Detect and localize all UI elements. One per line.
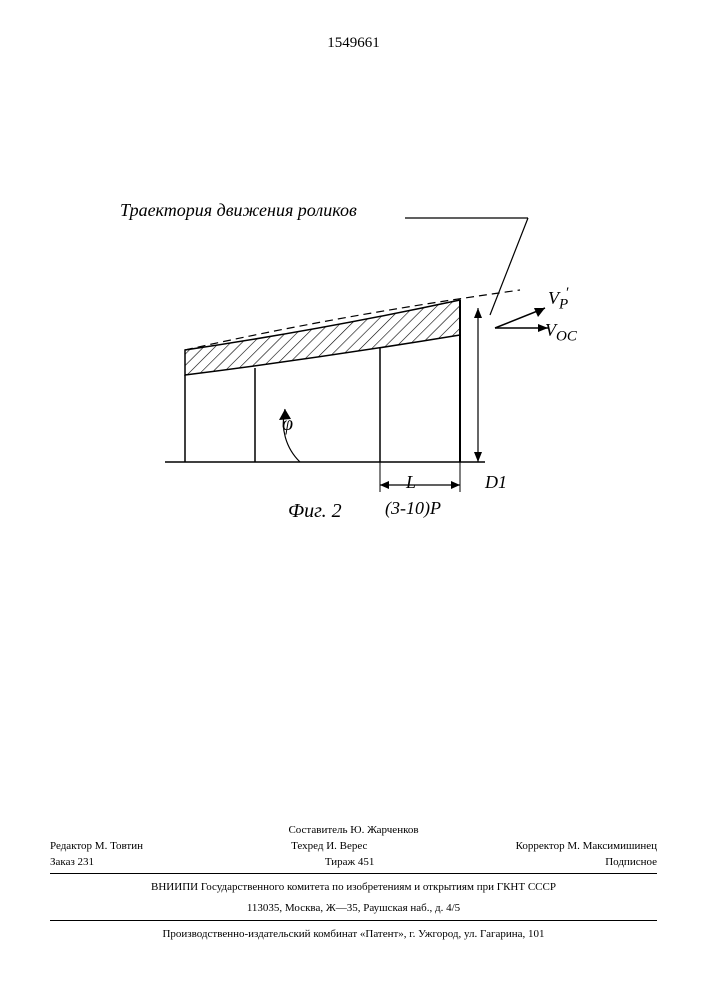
footer-compiler: Составитель Ю. Жарченков <box>288 823 418 838</box>
vp-label: VР′ <box>548 285 568 314</box>
footer-subscription: Подписное <box>605 855 657 870</box>
dim-L: L <box>406 472 416 493</box>
voc-v: V <box>545 320 556 340</box>
footer: Составитель Ю. Жарченков Редактор М. Тов… <box>50 822 657 942</box>
figure-2: Траектория движения роликов <box>90 200 610 600</box>
voc-label: VОС <box>545 320 577 346</box>
footer-circulation: Тираж 451 <box>325 855 375 870</box>
phi-label: φ <box>282 413 293 436</box>
footer-tech: Техред И. Верес <box>291 839 367 854</box>
vp-prime: ′ <box>565 285 568 301</box>
footer-divider <box>50 873 657 874</box>
footer-editor: Редактор М. Товтин <box>50 839 143 854</box>
diagram-svg <box>90 200 610 600</box>
footer-divider-2 <box>50 920 657 921</box>
footer-corrector: Корректор М. Максимишинец <box>516 839 657 854</box>
footer-order: Заказ 231 <box>50 855 94 870</box>
trajectory-label: Траектория движения роликов <box>120 200 357 221</box>
figure-label: Фиг. 2 <box>288 500 342 523</box>
dim-D1: D1 <box>485 472 507 493</box>
vp-v: V <box>548 288 559 308</box>
dim-range: (3-10)Р <box>385 498 441 519</box>
page-number: 1549661 <box>0 35 707 52</box>
voc-sub: ОС <box>556 329 577 345</box>
footer-addr1: 113035, Москва, Ж—35, Раушская наб., д. … <box>50 901 657 916</box>
footer-org1: ВНИИПИ Государственного комитета по изоб… <box>50 880 657 895</box>
footer-org2: Производственно-издательский комбинат «П… <box>50 927 657 942</box>
